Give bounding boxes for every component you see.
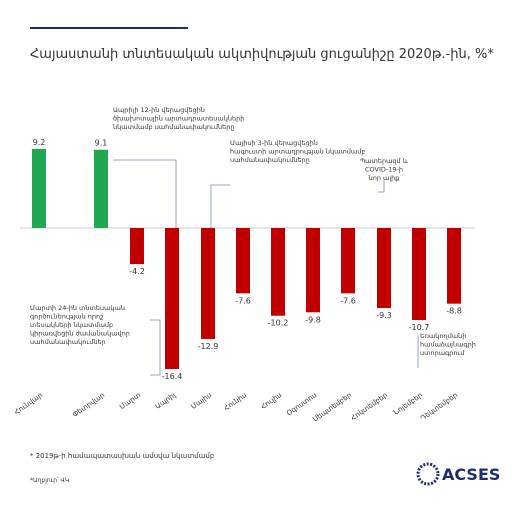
x-tick-label: Սեպտեմբեր xyxy=(311,391,353,424)
x-tick-label: Փետրվար xyxy=(71,391,106,419)
value-label: -10.2 xyxy=(268,319,289,328)
annotation-line: Մայիսի 3-ին վերացվեցին xyxy=(230,139,318,147)
annotation-line: նոր ալիք xyxy=(368,174,400,182)
x-tick-label: Հունվար xyxy=(13,391,44,416)
annotation-line: նկատմամբ սահմանափակումները xyxy=(112,123,234,131)
x-tick-label: Ապրիլ xyxy=(154,390,178,410)
logo-text: ACSES xyxy=(442,465,500,484)
source: *Աղբյուր՝ ՎԿ xyxy=(30,477,69,484)
annotation-line: սահմանափակումներ xyxy=(30,338,106,346)
bar xyxy=(341,228,355,294)
value-label: -8.8 xyxy=(446,307,462,316)
x-tick-label: Հոկտեմբեր xyxy=(349,391,389,422)
value-label: -12.9 xyxy=(198,342,219,351)
leader-line xyxy=(210,184,230,228)
annotation: Պատերազմ և COVID-19-ի նոր ալիք xyxy=(360,157,409,182)
value-label: -7.6 xyxy=(340,296,356,305)
annotation-line: Եռակողմանի xyxy=(420,332,466,340)
annotation: Եռակողմանի համաձայնագրի ստորագրում xyxy=(420,332,476,357)
annotation-line: սահմանափակումները xyxy=(230,156,310,164)
x-tick-label: Դեկտեմբեր xyxy=(419,391,459,422)
annotation-line: Մարտի 24-ին տնտեսական xyxy=(30,304,125,312)
value-label: 9.1 xyxy=(95,139,108,148)
annotation-line: Պատերազմ և xyxy=(360,157,409,165)
bar xyxy=(271,228,285,316)
annotation-line: համաձայնագրի xyxy=(420,341,476,349)
bar xyxy=(377,228,391,308)
annotation-line: ստորագրում xyxy=(420,349,465,357)
bar xyxy=(447,228,461,304)
x-tick-label: Մարտ xyxy=(118,391,142,411)
bar xyxy=(32,148,46,228)
bar xyxy=(165,228,179,370)
x-tick-label: Նոյեմբեր xyxy=(392,391,424,417)
annotation: Մայիսի 3-ին վերացվեցին հագուստի արտադրութ… xyxy=(230,139,365,164)
leader-line xyxy=(378,180,385,193)
annotation-line: գործունեության որոշ xyxy=(30,313,103,321)
value-label: -9.3 xyxy=(376,311,392,320)
annotation-line: հագուստի արտադրության նկատմամբ xyxy=(230,148,365,156)
annotation-line: Ապրիլի 12-ին վերացվեցին xyxy=(113,106,205,114)
value-label: 9.2 xyxy=(33,138,46,147)
annotation-line: ծխախոտային արտադրատեսակների xyxy=(113,115,244,123)
annotation-line: տեսակների նկատմամբ xyxy=(30,321,113,329)
x-tick-label: Օգոստոս xyxy=(285,391,318,417)
x-tick-label: Հունիս xyxy=(222,391,248,412)
leader-line xyxy=(150,319,161,376)
annotation-line: կիրառվեցին ժամանակավոր xyxy=(30,330,130,338)
value-label: -10.7 xyxy=(409,323,430,332)
footnote: * 2019թ-ի համապատասխան ամսվա նկատմամբ xyxy=(30,452,214,460)
bar xyxy=(94,149,108,228)
bar xyxy=(201,228,215,339)
chart-title: Հայաստանի տնտեսական ակտիվության ցուցանիշ… xyxy=(30,47,494,62)
value-label: -9.8 xyxy=(305,315,321,324)
x-tick-label: Մայիս xyxy=(190,391,214,411)
value-label: -16.4 xyxy=(162,372,183,381)
leader-line xyxy=(113,159,177,228)
value-label: -4.2 xyxy=(129,267,145,276)
bar xyxy=(412,228,426,321)
bar xyxy=(306,228,320,313)
annotation-line: COVID-19-ի xyxy=(365,166,403,174)
annotation: Մարտի 24-ին տնտեսական գործունեության որոշ… xyxy=(30,304,130,346)
bar xyxy=(236,228,250,294)
annotation: Ապրիլի 12-ին վերացվեցին ծխախոտային արտադր… xyxy=(112,106,244,131)
value-label: -7.6 xyxy=(235,296,251,305)
logo: ACSES xyxy=(416,462,500,486)
bar xyxy=(130,228,144,265)
x-tick-label: Հուլիս xyxy=(260,391,284,411)
